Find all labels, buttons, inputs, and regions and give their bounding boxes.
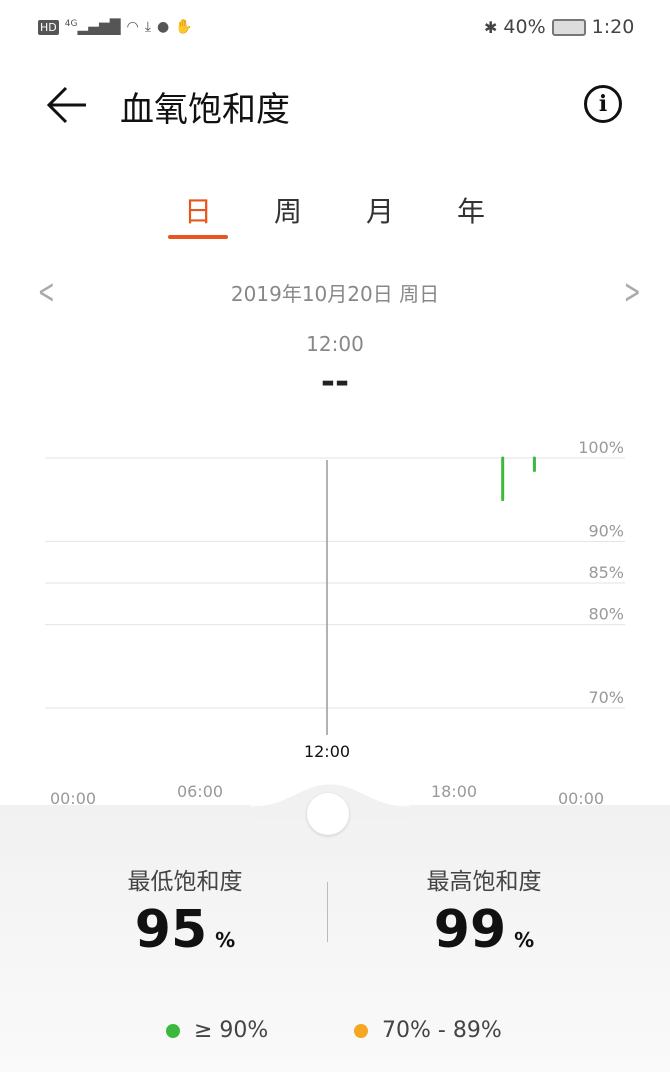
green-dot-icon	[166, 1023, 180, 1038]
back-arrow-icon[interactable]	[44, 80, 94, 130]
network-type: 4G	[64, 18, 78, 29]
signal-icon: 4G▂▄▆█	[64, 18, 121, 36]
max-unit: %	[514, 928, 535, 952]
min-saturation-value: 95%	[35, 900, 335, 960]
y-tick-label: 100%	[578, 438, 624, 457]
legend-label: 70% - 89%	[382, 1018, 502, 1043]
battery-percent: 40%	[503, 16, 546, 38]
legend-normal: ≥ 90%	[166, 1018, 268, 1043]
x-tick-label: 06:00	[177, 782, 223, 801]
x-tick-label: 18:00	[431, 782, 477, 801]
tab-day[interactable]: 日	[183, 195, 212, 228]
spo2-chart[interactable]: 100% 90% 85% 80% 70% 12:00 00:00 06:00 18:00 00:0…	[0, 420, 670, 815]
cursor-time-label: 12:00	[304, 742, 350, 761]
time-slider-handle[interactable]	[307, 793, 349, 835]
max-value: 99	[433, 900, 507, 960]
y-tick-label: 80%	[588, 605, 624, 624]
tab-month[interactable]: 月	[365, 195, 394, 228]
max-saturation-value: 99%	[334, 900, 634, 960]
max-saturation-label: 最高饱和度	[426, 869, 542, 895]
message-icon: ●	[156, 19, 170, 35]
x-tick-label: 00:00	[50, 789, 96, 808]
min-saturation-label: 最低饱和度	[127, 869, 243, 895]
legend-low: 70% - 89%	[354, 1018, 502, 1043]
hd-icon: HD	[38, 19, 59, 35]
divider	[327, 882, 328, 942]
battery-icon	[551, 18, 586, 36]
selected-value: --	[320, 362, 350, 402]
wifi-icon: ◠	[126, 19, 139, 35]
bluetooth-icon: ✱	[484, 17, 498, 37]
min-unit: %	[215, 928, 236, 952]
tab-week[interactable]: 周	[273, 195, 302, 228]
x-tick-label: 00:00	[558, 789, 604, 808]
page-title: 血氧饱和度	[120, 90, 290, 130]
hand-icon: ✋	[175, 19, 193, 35]
info-icon[interactable]: i	[584, 85, 622, 123]
prev-date-chevron-icon[interactable]: <	[37, 272, 55, 312]
download-icon: ⤓	[144, 19, 151, 35]
tab-year[interactable]: 年	[456, 195, 485, 228]
min-value: 95	[134, 900, 208, 960]
next-date-chevron-icon[interactable]: >	[623, 272, 641, 312]
y-tick-label: 70%	[588, 688, 624, 707]
status-right: ✱ 40% 1:20	[484, 12, 634, 42]
y-tick-label: 90%	[588, 521, 624, 540]
selected-time: 12:00	[306, 332, 364, 356]
legend-label: ≥ 90%	[194, 1018, 269, 1043]
y-tick-label: 85%	[588, 563, 624, 582]
orange-dot-icon	[354, 1023, 368, 1038]
clock: 1:20	[591, 16, 635, 38]
status-left: HD 4G▂▄▆█ ◠ ⤓ ● ✋	[38, 12, 193, 42]
active-tab-indicator	[168, 235, 228, 239]
date-label: 2019年10月20日 周日	[230, 282, 440, 306]
summary-panel	[0, 805, 670, 1072]
